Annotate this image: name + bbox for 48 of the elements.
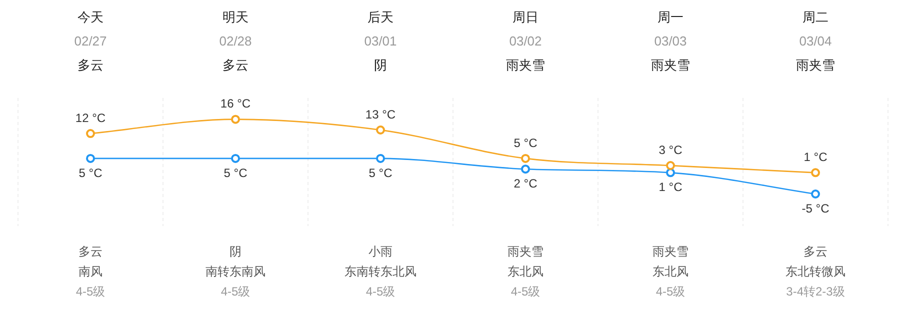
x-tick-label: 周二 03/04 雨夹雪: [796, 10, 835, 73]
point: [666, 161, 675, 170]
point: [811, 168, 820, 178]
text: 东北转微风: [786, 264, 846, 278]
text: 3-4转2-3级: [786, 284, 845, 298]
data-label: 5 °C: [514, 136, 538, 150]
data-label: 5 °C: [78, 166, 103, 180]
data-label: 5 °C: [368, 166, 393, 180]
text: 4-5级: [510, 284, 540, 298]
text: 东南转东北风: [344, 264, 416, 278]
x-tick-label: 周一 03/03 雨夹雪: [651, 10, 690, 73]
point: [521, 154, 530, 163]
point: [86, 129, 95, 138]
x-tick-label: 今天 02/27 多云: [74, 10, 107, 73]
text: 雨夹雪: [508, 244, 544, 258]
data-label: 2 °C: [514, 176, 538, 190]
text: 南转东南风: [206, 264, 266, 278]
point: [376, 126, 385, 134]
data-label: 1 °C: [804, 150, 828, 164]
text: 东北风: [508, 264, 544, 278]
x-tick-label: 明天 02/28 多云: [219, 10, 252, 73]
data-label: 12 °C: [75, 110, 106, 125]
point: [231, 114, 240, 124]
point: [811, 190, 820, 198]
x-tick-label: 周日 03/02 雨夹雪: [506, 10, 545, 73]
data-label: 16 °C: [220, 96, 251, 111]
text: 雨夹雪: [652, 244, 688, 258]
point: [666, 168, 675, 178]
data-label: 3 °C: [658, 142, 683, 157]
text: 4-5级: [76, 284, 106, 298]
text: 多云: [78, 244, 102, 258]
data-label: -5 °C: [802, 201, 830, 216]
point: [521, 164, 530, 174]
data-label: 13 °C: [365, 107, 396, 122]
data-label: 1 °C: [658, 180, 683, 194]
point: [376, 154, 385, 163]
text: 南风: [78, 264, 102, 278]
text: 东北风: [652, 264, 688, 278]
x-tick-label: 后天 03/01 阴: [364, 10, 397, 73]
data-label: 5 °C: [224, 166, 248, 180]
text: 多云: [804, 244, 828, 258]
text: 小雨: [368, 244, 392, 258]
text: 阴: [230, 244, 242, 258]
point: [86, 154, 95, 163]
point: [231, 154, 240, 163]
text: 4-5级: [220, 284, 250, 298]
text: 4-5级: [656, 284, 686, 298]
text: 4-5级: [366, 284, 396, 298]
